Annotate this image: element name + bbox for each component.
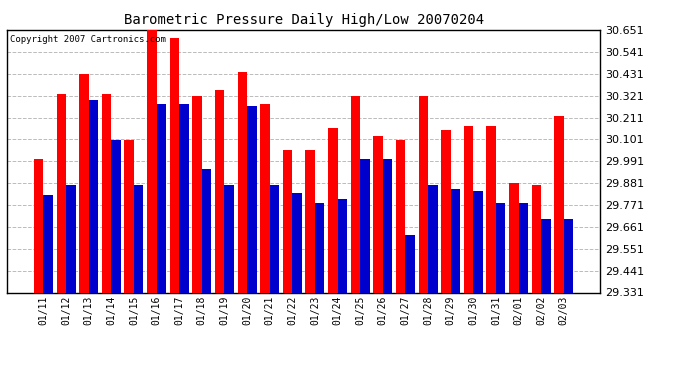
Bar <box>451 189 460 292</box>
Bar <box>564 219 573 292</box>
Bar <box>124 140 134 292</box>
Bar <box>496 203 506 292</box>
Bar <box>43 195 53 292</box>
Bar <box>34 159 43 292</box>
Bar <box>315 203 324 292</box>
Bar <box>283 150 293 292</box>
Bar <box>509 183 519 292</box>
Bar <box>293 193 302 292</box>
Bar <box>306 150 315 292</box>
Bar <box>486 126 496 292</box>
Bar <box>193 96 201 292</box>
Bar <box>66 185 75 292</box>
Bar <box>88 100 98 292</box>
Bar <box>170 38 179 292</box>
Bar <box>396 140 406 292</box>
Bar <box>201 170 211 292</box>
Bar <box>270 185 279 292</box>
Bar <box>147 30 157 292</box>
Bar <box>519 203 528 292</box>
Bar <box>428 185 437 292</box>
Bar <box>532 185 541 292</box>
Bar <box>473 191 483 292</box>
Bar <box>215 90 224 292</box>
Bar <box>419 96 428 292</box>
Bar <box>441 130 451 292</box>
Bar <box>383 159 393 292</box>
Bar <box>464 126 473 292</box>
Bar <box>337 199 347 292</box>
Bar <box>179 104 188 292</box>
Bar <box>134 185 144 292</box>
Bar <box>157 104 166 292</box>
Bar <box>111 140 121 292</box>
Bar <box>360 159 370 292</box>
Bar <box>57 94 66 292</box>
Bar <box>351 96 360 292</box>
Bar <box>79 74 88 292</box>
Text: Copyright 2007 Cartronics.com: Copyright 2007 Cartronics.com <box>10 35 166 44</box>
Bar <box>247 106 257 292</box>
Title: Barometric Pressure Daily High/Low 20070204: Barometric Pressure Daily High/Low 20070… <box>124 13 484 27</box>
Bar <box>541 219 551 292</box>
Bar <box>224 185 234 292</box>
Bar <box>554 116 564 292</box>
Bar <box>373 136 383 292</box>
Bar <box>237 72 247 292</box>
Bar <box>328 128 337 292</box>
Bar <box>406 235 415 292</box>
Bar <box>101 94 111 292</box>
Bar <box>260 104 270 292</box>
